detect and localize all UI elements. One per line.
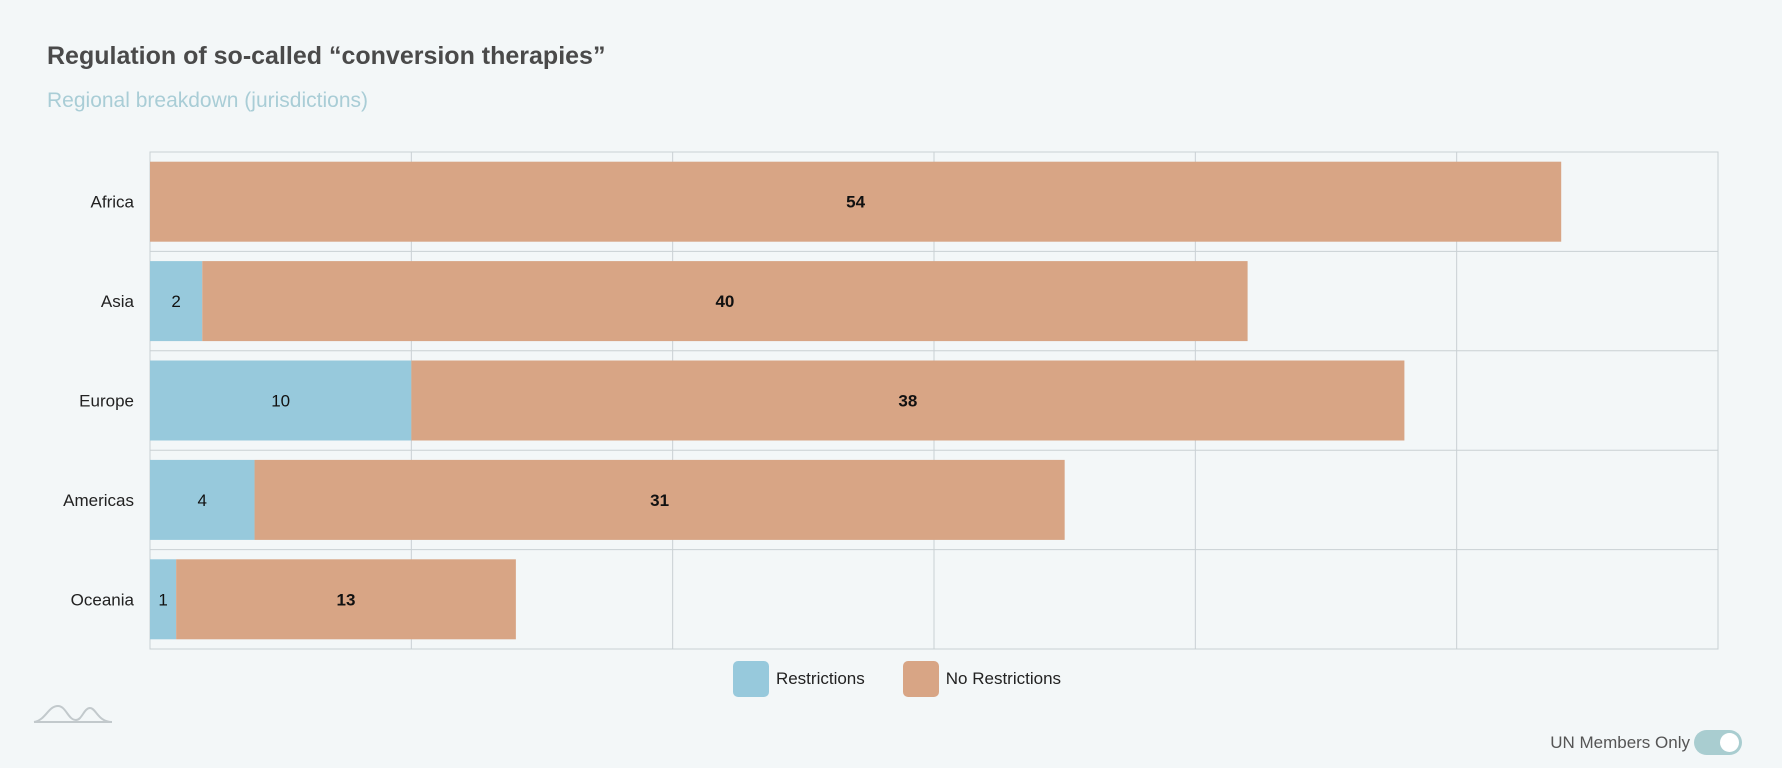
category-label-asia: Asia [101, 292, 135, 311]
toggle-label: UN Members Only [1550, 732, 1690, 752]
un-members-toggle-control: UN Members Only [1550, 730, 1742, 755]
legend: Restrictions No Restrictions [0, 661, 1782, 697]
bar-oceania-no-restrictions [176, 559, 516, 640]
data-label-europe-restrictions: 10 [271, 392, 290, 411]
bar-oceania-restrictions [150, 559, 177, 640]
bar-europe-no-restrictions [411, 360, 1405, 441]
data-label-oceania-no-restrictions: 13 [337, 590, 356, 609]
chart-title: Regulation of so-called “conversion ther… [47, 42, 606, 70]
bar-asia-restrictions [150, 261, 203, 342]
data-label-oceania-restrictions: 1 [158, 590, 167, 609]
data-label-asia-no-restrictions: 40 [715, 292, 734, 311]
wave-logo-icon [32, 700, 114, 729]
category-label-africa: Africa [91, 193, 135, 212]
data-label-americas-no-restrictions: 31 [650, 491, 669, 510]
category-label-americas: Americas [63, 491, 134, 510]
category-label-europe: Europe [79, 392, 134, 411]
bar-americas-no-restrictions [254, 459, 1065, 540]
bar-asia-no-restrictions [202, 261, 1248, 342]
legend-swatch-restrictions [732, 661, 769, 697]
legend-label-no-restrictions: No Restrictions [945, 669, 1062, 688]
toggle-knob [1720, 733, 1739, 752]
legend-item-no-restrictions[interactable]: No Restrictions [902, 661, 1062, 697]
bar-africa-no-restrictions [150, 161, 1562, 242]
data-label-europe-no-restrictions: 38 [898, 392, 917, 411]
data-label-africa-no-restrictions: 54 [846, 193, 865, 212]
chart-subtitle: Regional breakdown (jurisdictions) [47, 89, 368, 112]
legend-swatch-no-restrictions [902, 661, 939, 697]
bar-chart: Africa 54 Asia 2 40 Europe 10 38 Americas 4 31 Ocea… [63, 151, 1719, 650]
legend-item-restrictions[interactable]: Restrictions [732, 661, 865, 697]
un-members-toggle[interactable] [1694, 730, 1742, 755]
data-label-americas-restrictions: 4 [198, 491, 207, 510]
data-label-asia-restrictions: 2 [171, 292, 180, 311]
bar-americas-restrictions [150, 459, 255, 540]
bar-europe-restrictions [150, 360, 412, 441]
legend-label-restrictions: Restrictions [775, 669, 865, 688]
category-label-oceania: Oceania [71, 590, 135, 609]
